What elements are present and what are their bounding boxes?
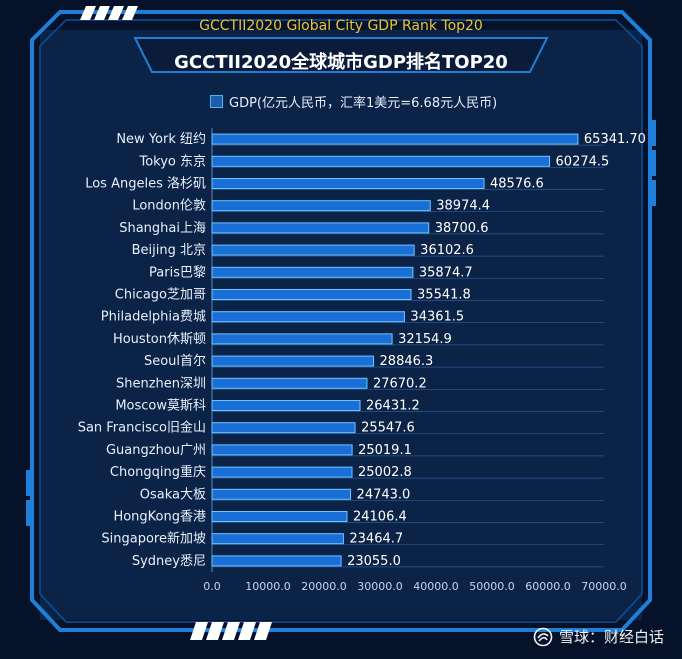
category-label: Chicago芝加哥	[115, 287, 206, 303]
category-label: Shenzhen深圳	[116, 376, 206, 391]
value-label: 27670.2	[373, 376, 427, 391]
legend-label: GDP(亿元人民币，汇率1美元=6.68元人民币)	[229, 96, 498, 111]
value-label: 25547.6	[361, 421, 415, 436]
value-label: 25002.8	[358, 465, 412, 480]
bar	[211, 333, 393, 345]
frame-outline	[30, 10, 652, 632]
x-tick-label: 60000.0	[525, 580, 571, 593]
category-label: Tokyo 东京	[138, 154, 206, 169]
category-label: Osaka大板	[140, 487, 206, 502]
legend-swatch	[210, 95, 223, 108]
title-plate	[133, 37, 549, 73]
frame-inner	[39, 19, 643, 623]
bar	[211, 244, 415, 256]
top-title: GCCTII2020 Global City GDP Rank Top20	[199, 18, 483, 34]
value-label: 24743.0	[357, 487, 411, 502]
watermark: 雪球：财经白话	[533, 626, 664, 647]
value-label: 35541.8	[417, 288, 471, 303]
bar	[211, 488, 352, 500]
category-label: Philadelphia费城	[101, 310, 206, 325]
bar	[211, 133, 579, 145]
category-label: HongKong香港	[113, 510, 206, 525]
x-tick-label: 0.0	[203, 580, 221, 593]
category-label: Seoul首尔	[144, 354, 206, 369]
bar	[211, 311, 405, 323]
bar	[211, 222, 430, 234]
x-tick-label: 70000.0	[581, 580, 627, 593]
bottom-left-stripes-icon	[190, 622, 272, 640]
bar	[211, 466, 353, 478]
x-tick-label: 10000.0	[245, 580, 291, 593]
value-label: 38974.4	[436, 199, 490, 214]
top-left-stripes-icon	[80, 6, 138, 20]
value-label: 32154.9	[398, 332, 452, 347]
value-label: 23464.7	[349, 532, 403, 547]
bar	[211, 289, 412, 300]
value-label: 36102.6	[420, 243, 474, 258]
bar	[211, 422, 356, 434]
category-label: Guangzhou广州	[106, 443, 206, 458]
value-label: 28846.3	[380, 354, 434, 369]
bar	[211, 355, 375, 367]
category-label: Paris巴黎	[149, 265, 206, 280]
x-tick-label: 50000.0	[469, 580, 515, 593]
x-tick-label: 40000.0	[413, 580, 459, 593]
category-label: Moscow莫斯科	[115, 399, 206, 414]
category-label: Sydney悉尼	[132, 554, 206, 569]
x-tick-label: 20000.0	[301, 580, 347, 593]
bar	[211, 178, 485, 189]
bar	[211, 555, 342, 567]
bar	[211, 400, 361, 411]
x-tick-label: 30000.0	[357, 580, 403, 593]
bar	[211, 444, 353, 456]
bar	[211, 266, 414, 278]
category-label: Singapore新加坡	[101, 531, 206, 547]
category-label: Chongqing重庆	[110, 464, 206, 480]
bar	[211, 533, 344, 545]
value-label: 26431.2	[366, 399, 420, 414]
value-label: 34361.5	[410, 310, 464, 325]
value-label: 38700.6	[435, 221, 489, 236]
chart-legend: GDP(亿元人民币，汇率1美元=6.68元人民币)	[210, 92, 497, 111]
category-label: London伦敦	[132, 198, 206, 214]
category-label: New York 纽约	[116, 132, 206, 147]
value-label: 35874.7	[419, 265, 473, 280]
category-label: Houston休斯顿	[113, 332, 206, 347]
bar	[211, 511, 348, 522]
category-label: Shanghai上海	[119, 221, 206, 236]
value-label: 48576.6	[490, 177, 544, 192]
value-label: 23055.0	[347, 554, 401, 569]
value-label: 25019.1	[358, 443, 412, 458]
bar	[211, 155, 551, 167]
value-label: 65341.70	[584, 132, 646, 147]
watermark-text: 雪球：财经白话	[558, 628, 664, 646]
category-label: San Francisco旧金山	[78, 420, 206, 436]
snowball-logo-icon	[533, 627, 553, 646]
category-label: Los Angeles 洛杉矶	[85, 177, 206, 192]
bar	[211, 377, 368, 389]
right-edge-markers	[26, 120, 656, 526]
category-label: Beijing 北京	[132, 243, 206, 258]
bar	[211, 200, 431, 212]
chart-title: GCCTII2020全球城市GDP排名TOP20	[174, 52, 508, 73]
value-label: 60274.5	[556, 154, 610, 169]
value-label: 24106.4	[353, 510, 407, 525]
